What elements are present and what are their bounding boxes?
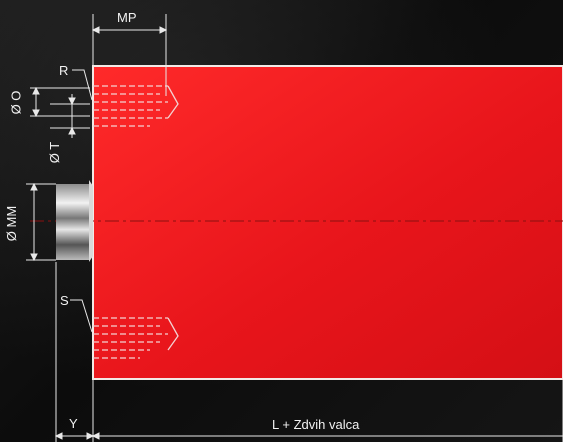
s-label: S [60, 293, 69, 308]
piston-rod [56, 184, 89, 260]
cylinder-body [92, 65, 563, 380]
t-label: Ø T [47, 141, 63, 164]
upper-port-hidden-lines [93, 85, 179, 127]
r-label: R [59, 63, 69, 78]
y-label: Y [69, 416, 78, 431]
o-label: Ø O [8, 90, 24, 115]
length-label: L + Zdvih valca [272, 417, 360, 432]
dimension-lines [26, 14, 563, 442]
rod-gland [89, 180, 93, 262]
lower-port-hidden-lines [93, 317, 179, 359]
mm-label: Ø MM [4, 205, 20, 242]
mp-label: MP [117, 10, 137, 25]
